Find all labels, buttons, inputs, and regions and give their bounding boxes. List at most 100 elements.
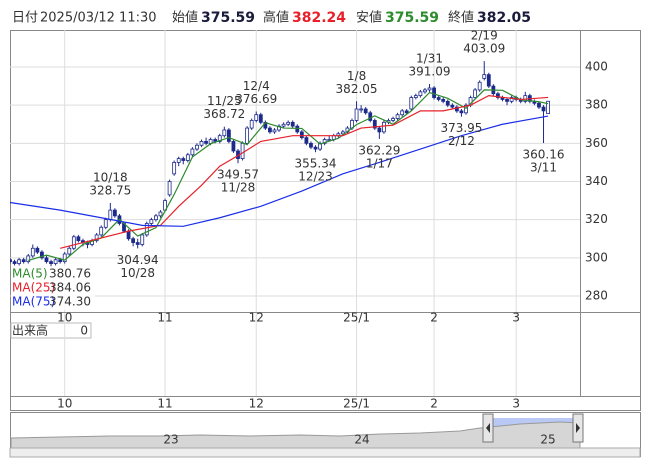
candle-body xyxy=(309,142,313,148)
candle-body xyxy=(30,247,35,257)
candle-body xyxy=(354,108,359,121)
annotation-date: 2/12 xyxy=(448,134,475,148)
legend-value: 374.30 xyxy=(49,295,91,309)
candle-body xyxy=(281,123,286,127)
high-label: 高値 xyxy=(263,10,289,26)
candle-body xyxy=(213,139,218,142)
x-tick-label: 3 xyxy=(512,397,520,411)
y-tick-label: 280 xyxy=(585,288,608,302)
open-label: 始値 xyxy=(172,10,198,26)
candle-body xyxy=(226,129,231,142)
candle-body xyxy=(427,87,432,91)
annotation-date: 1/17 xyxy=(366,156,393,170)
candle-body xyxy=(76,236,81,242)
candle-body xyxy=(158,211,163,217)
candle-body xyxy=(245,127,250,144)
candle-body xyxy=(26,255,31,263)
candle-body xyxy=(368,112,373,121)
candle-body xyxy=(204,141,208,144)
candle-body xyxy=(154,215,158,221)
candle-body xyxy=(299,131,304,139)
candle-body xyxy=(108,209,113,221)
candle-body xyxy=(144,223,149,236)
candle-body xyxy=(372,120,377,129)
candle-body xyxy=(131,238,136,243)
candle-body xyxy=(195,144,199,150)
candle-body xyxy=(176,158,181,163)
candle-body xyxy=(286,121,291,125)
annotation-date: 11/28 xyxy=(221,181,256,195)
x-tick-label: 2 xyxy=(430,311,438,325)
candle-body xyxy=(477,81,482,91)
candle-body xyxy=(21,259,26,263)
navigator-scrollbar[interactable] xyxy=(9,447,641,458)
candle-body xyxy=(409,97,414,110)
candle-body xyxy=(395,114,400,119)
candle-body xyxy=(541,106,546,112)
y-tick-label: 360 xyxy=(585,136,608,150)
x-tick-label: 10 xyxy=(57,311,72,325)
candle-body xyxy=(418,91,423,97)
candle-body xyxy=(58,259,63,263)
datetime: 2025/03/12 11:30 xyxy=(40,11,157,26)
annotation-value: 382.05 xyxy=(336,82,378,96)
candle-body xyxy=(35,247,40,253)
candle-body xyxy=(509,97,514,102)
candle-body xyxy=(44,257,49,263)
candle-body xyxy=(454,106,459,112)
candle-body xyxy=(185,154,190,161)
annotation-date: 2/19 xyxy=(471,29,498,43)
candle-body xyxy=(268,127,272,133)
candle-body xyxy=(49,261,53,264)
handle-arrow xyxy=(576,423,580,433)
candle-body xyxy=(272,129,277,133)
candle-body xyxy=(505,99,509,102)
plot-area xyxy=(10,30,580,312)
candle-body xyxy=(249,120,254,129)
low-value: 375.59 xyxy=(385,10,439,26)
annotation-date: 10/28 xyxy=(120,266,155,280)
annotation-value: 368.72 xyxy=(203,107,245,121)
candle-body xyxy=(172,162,177,175)
close-label: 終値 xyxy=(448,10,474,26)
annotation-date: 11/25 xyxy=(207,94,242,108)
ma-line xyxy=(10,115,549,227)
annotation-value: 391.09 xyxy=(409,65,451,79)
candle-body xyxy=(126,230,131,240)
candle-body xyxy=(40,251,44,259)
candle-body xyxy=(135,242,140,245)
candle-body xyxy=(473,89,478,98)
candle-body xyxy=(322,139,327,144)
candle-body xyxy=(377,127,382,133)
candle-body xyxy=(222,129,227,137)
y-tick-label: 340 xyxy=(585,174,608,188)
candle-body xyxy=(432,87,436,98)
x-tick-label: 11 xyxy=(157,311,172,325)
annotation-date: 1/8 xyxy=(347,69,366,83)
candle-body xyxy=(340,131,345,135)
candle-body xyxy=(436,97,441,100)
candle-body xyxy=(450,104,455,108)
candle-body xyxy=(486,74,491,87)
header: 日付 2025/03/12 11:30 始値 375.59 高値 382.24 … xyxy=(12,10,531,27)
candle-body xyxy=(71,236,76,249)
candle-body xyxy=(231,141,236,152)
candle-body xyxy=(537,102,541,108)
x-tick-label: 12 xyxy=(249,397,264,411)
candle-body xyxy=(313,146,318,150)
volume-label-box xyxy=(10,322,92,339)
annotation-value: 403.09 xyxy=(463,42,505,56)
legend-value: 380.76 xyxy=(49,267,91,281)
navigator-label: 23 xyxy=(163,433,178,447)
candle-body xyxy=(290,121,295,127)
candle-body xyxy=(327,139,332,141)
volume-label: 出来高 xyxy=(12,323,48,338)
candle-body xyxy=(482,74,487,79)
candle-body xyxy=(359,108,364,111)
annotation-value: 328.75 xyxy=(89,183,131,197)
high-value: 382.24 xyxy=(292,10,346,26)
candle-body xyxy=(496,93,500,98)
candle-body xyxy=(546,100,550,114)
